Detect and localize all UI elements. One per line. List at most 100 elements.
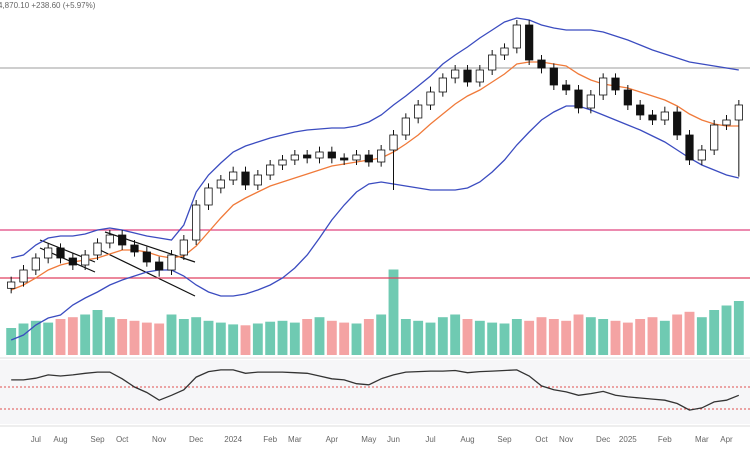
volume-bar bbox=[721, 305, 732, 355]
candle-body bbox=[7, 281, 16, 289]
candle-body bbox=[352, 154, 361, 161]
x-tick-label: Mar bbox=[695, 435, 709, 444]
volume-bar bbox=[733, 301, 744, 355]
volume-bar bbox=[647, 317, 658, 355]
volume-bar bbox=[585, 317, 596, 355]
upper-band bbox=[11, 17, 739, 259]
candle-body bbox=[512, 24, 521, 49]
candle-body bbox=[278, 159, 287, 166]
candle-body bbox=[118, 234, 127, 246]
x-tick-label: May bbox=[361, 435, 376, 444]
candle-body bbox=[500, 47, 509, 56]
x-tick-label: Apr bbox=[720, 435, 733, 444]
price-header: 4,870.10 +238.60 (+5.97%) bbox=[0, 1, 96, 10]
volume-bar bbox=[474, 320, 485, 355]
candle-body bbox=[290, 154, 299, 161]
volume-bar bbox=[672, 314, 683, 355]
candle-body bbox=[130, 244, 139, 253]
x-tick-label: Feb bbox=[263, 435, 277, 444]
x-tick-label: Sep bbox=[90, 435, 105, 444]
x-tick-label: Oct bbox=[535, 435, 548, 444]
volume-bar bbox=[696, 317, 707, 355]
volume-bar bbox=[400, 319, 411, 355]
candle-body bbox=[93, 242, 102, 256]
x-tick-label: Dec bbox=[596, 435, 610, 444]
candle-body bbox=[660, 111, 669, 121]
volume-bar bbox=[388, 269, 399, 355]
volume-bar bbox=[339, 322, 350, 355]
volume-bar bbox=[203, 320, 214, 355]
x-tick-label: Nov bbox=[559, 435, 573, 444]
candle-body bbox=[710, 124, 719, 151]
candle-body bbox=[488, 54, 497, 71]
candle-body bbox=[623, 89, 632, 106]
candle-body bbox=[19, 269, 28, 283]
volume-bar bbox=[104, 317, 115, 355]
candle-body bbox=[648, 114, 657, 121]
candle-body bbox=[167, 254, 176, 271]
oscillator-line bbox=[11, 369, 740, 411]
volume-bar bbox=[166, 314, 177, 355]
candle-body bbox=[204, 187, 213, 206]
volume-bar bbox=[684, 311, 695, 355]
candle-body bbox=[734, 104, 743, 121]
candle-body bbox=[475, 69, 484, 83]
volume-bar bbox=[55, 319, 66, 355]
volume-bar bbox=[67, 317, 78, 355]
volume-bar bbox=[154, 323, 165, 355]
x-tick-label: Feb bbox=[658, 435, 672, 444]
candle-body bbox=[303, 154, 312, 159]
candle-body bbox=[685, 134, 694, 161]
candle-body bbox=[315, 151, 324, 159]
volume-bar bbox=[215, 322, 226, 355]
candle-body bbox=[426, 91, 435, 106]
candle-body bbox=[105, 234, 114, 244]
volume-bar bbox=[499, 323, 510, 355]
candle-body bbox=[401, 117, 410, 136]
volume-bar bbox=[709, 310, 720, 355]
candle-body bbox=[549, 67, 558, 86]
x-tick-label: Oct bbox=[116, 435, 129, 444]
volume-bar bbox=[376, 314, 387, 355]
candle-body bbox=[155, 261, 164, 271]
oscillator-panel bbox=[0, 360, 750, 424]
candle-body bbox=[327, 151, 336, 159]
x-tick-label: Jul bbox=[31, 435, 41, 444]
volume-bar bbox=[252, 323, 263, 355]
volume-bar bbox=[314, 317, 325, 355]
volume-bar bbox=[30, 320, 41, 355]
candle-body bbox=[241, 171, 250, 186]
volume-bar bbox=[561, 320, 572, 355]
channel-line bbox=[99, 249, 196, 297]
volume-bar bbox=[6, 328, 17, 355]
volume-bar bbox=[277, 320, 288, 355]
volume-bar bbox=[450, 314, 461, 355]
lower-band bbox=[10, 105, 739, 341]
volume-bar bbox=[240, 325, 251, 355]
candle-body bbox=[216, 179, 225, 189]
candle-body bbox=[229, 171, 238, 181]
candle-body bbox=[340, 157, 349, 161]
volume-bar bbox=[289, 322, 300, 355]
volume-bar bbox=[18, 323, 29, 355]
candle-body bbox=[364, 154, 373, 163]
volume-bar bbox=[548, 319, 559, 355]
volume-bar bbox=[573, 314, 584, 355]
volume-bar bbox=[622, 322, 633, 355]
volume-bar bbox=[326, 320, 337, 355]
candle-body bbox=[525, 24, 534, 61]
candle-body bbox=[253, 174, 262, 186]
x-tick-label: 2024 bbox=[224, 435, 242, 444]
candle-body bbox=[673, 111, 682, 136]
volume-bar bbox=[524, 320, 535, 355]
candle-body bbox=[599, 77, 608, 96]
volume-bar bbox=[178, 319, 189, 355]
main-panel bbox=[0, 17, 750, 355]
volume-bar bbox=[487, 322, 498, 355]
volume-bar bbox=[598, 319, 609, 355]
volume-bar bbox=[265, 321, 276, 355]
candle-body bbox=[586, 94, 595, 109]
candle-body bbox=[192, 204, 201, 241]
